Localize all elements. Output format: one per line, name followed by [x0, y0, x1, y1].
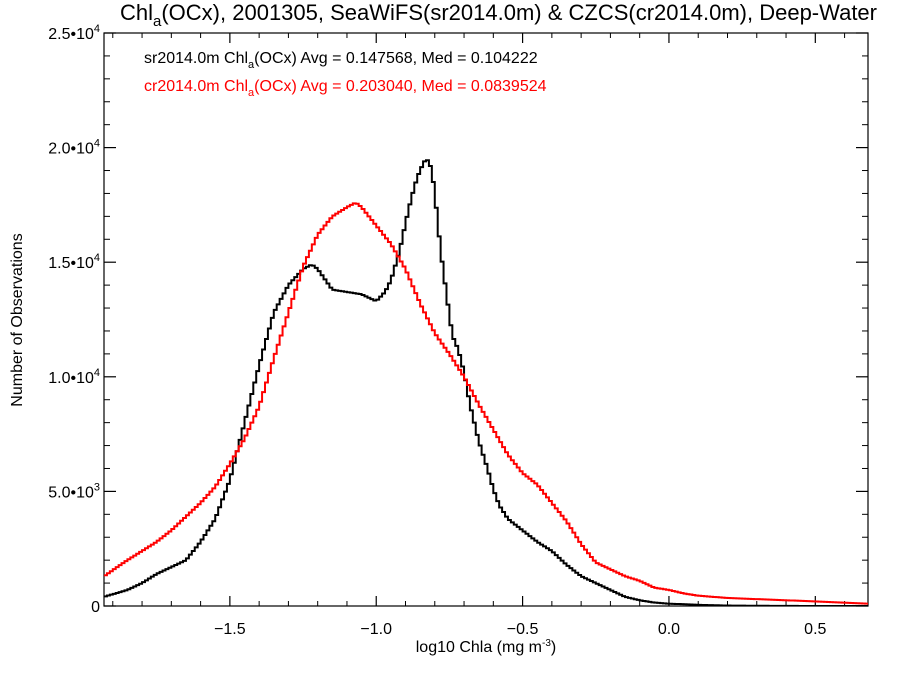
y-tick-label: 0: [91, 599, 100, 616]
y-tick-label: 5.0•103: [48, 481, 100, 501]
x-tick-label: 0.5: [804, 621, 826, 638]
x-tick-label: 0.0: [658, 621, 680, 638]
x-tick-label: −1.5: [214, 621, 246, 638]
y-axis-label: Number of Observations: [9, 233, 26, 406]
series-line-0: [104, 159, 868, 606]
x-tick-label: −0.5: [507, 621, 539, 638]
x-tick-label: −1.0: [360, 621, 392, 638]
annotation-seawifs: sr2014.0m Chla(OCx) Avg = 0.147568, Med …: [144, 50, 538, 71]
chart-title: Chla(OCx), 2001305, SeaWiFS(sr2014.0m) &…: [120, 0, 877, 30]
y-tick-label: 2.0•104: [48, 138, 100, 158]
data-series: [104, 159, 868, 606]
annotation-czcs: cr2014.0m Chla(OCx) Avg = 0.203040, Med …: [144, 78, 547, 99]
y-tick-label: 2.5•104: [48, 23, 100, 43]
plot-frame: [103, 32, 869, 607]
axis-ticks: [104, 32, 868, 607]
y-tick-labels: 0 5.0•103 1.0•104 1.5•104 2.0•104 2.5•104: [48, 23, 100, 616]
y-tick-label: 1.0•104: [48, 367, 100, 387]
y-tick-label: 1.5•104: [48, 252, 100, 272]
x-tick-labels: −1.5 −1.0 −0.5 0.0 0.5: [214, 621, 826, 638]
series-line-1: [104, 202, 868, 605]
x-axis-label: log10 Chla (mg m-3): [416, 638, 557, 656]
